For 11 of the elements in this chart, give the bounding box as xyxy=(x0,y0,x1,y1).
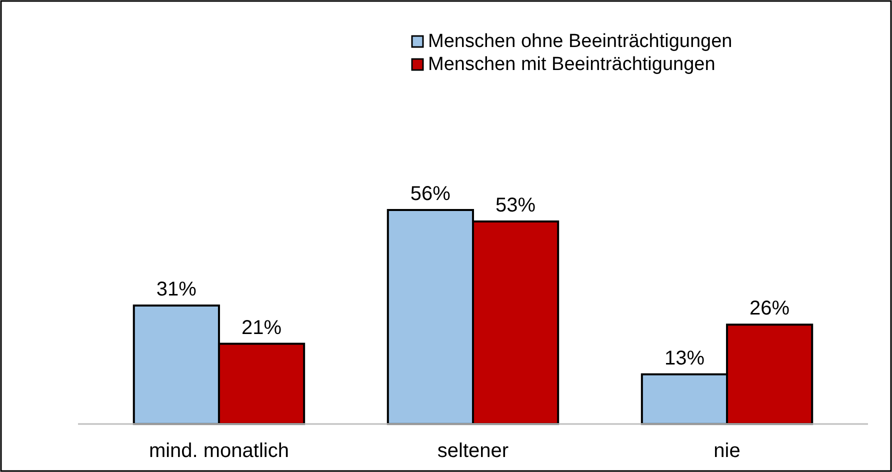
data-label: 53% xyxy=(496,194,536,216)
x-tick-label: nie xyxy=(714,440,740,462)
data-label: 21% xyxy=(242,316,282,339)
x-tick-label: seltener xyxy=(437,440,509,462)
legend-label: Menschen ohne Beeinträchtigungen xyxy=(428,31,732,52)
data-label: 31% xyxy=(156,278,197,301)
data-label: 26% xyxy=(750,298,790,320)
legend-label: Menschen mit Beeinträchtigungen xyxy=(428,54,716,75)
x-tick-label: mind. monatlich xyxy=(148,440,290,462)
data-label: 56% xyxy=(410,183,451,205)
data-label: 13% xyxy=(664,347,705,370)
